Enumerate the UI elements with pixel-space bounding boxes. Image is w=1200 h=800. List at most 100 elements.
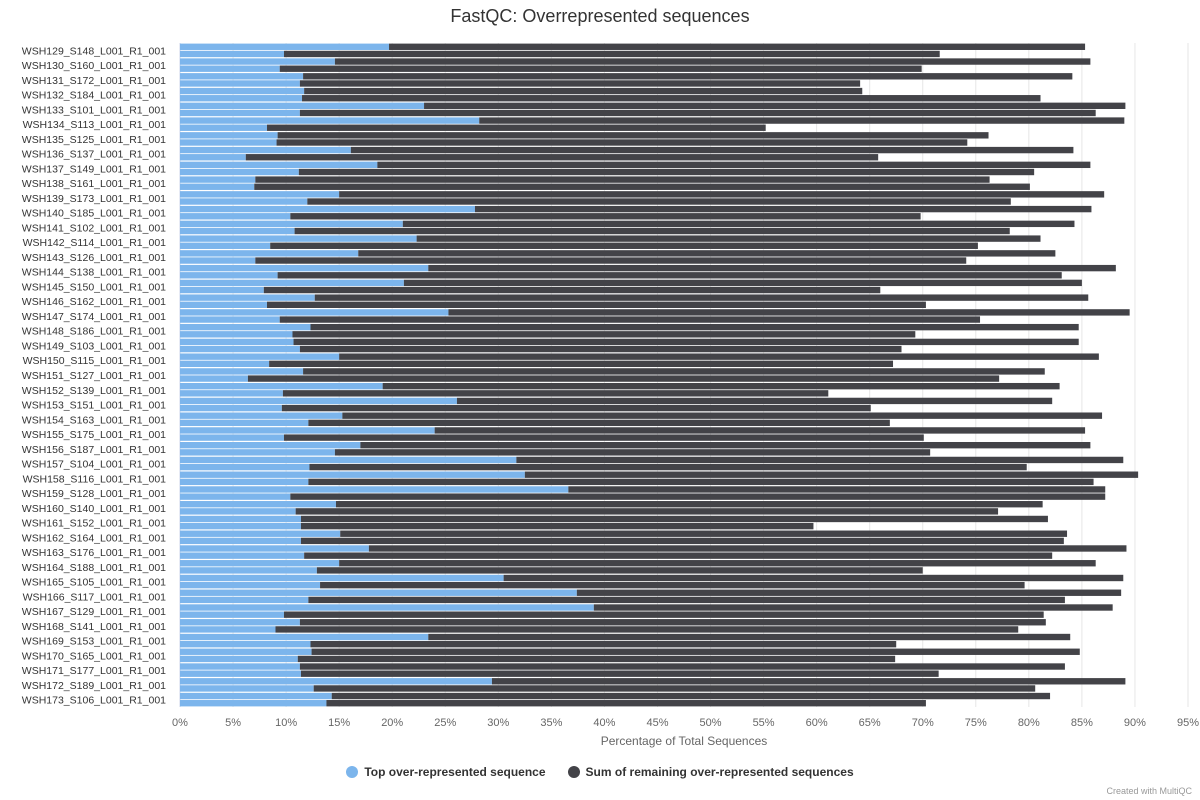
bar-remaining-sequences (255, 176, 990, 183)
bar-top-sequence (180, 641, 311, 648)
bar-top-sequence (180, 117, 480, 124)
bar-remaining-sequences (300, 515, 1048, 523)
y-category-label: WSH156_S187_L001_R1_001 (22, 444, 166, 456)
legend: Top over-represented sequence Sum of rem… (0, 765, 1200, 779)
legend-item-top[interactable]: Top over-represented sequence (346, 765, 546, 779)
bar-top-sequence (180, 560, 340, 567)
bar-top-sequence (180, 427, 435, 434)
bar-remaining-sequences (276, 139, 968, 146)
bar-remaining-sequences (334, 58, 1091, 65)
bar-top-sequence (180, 456, 517, 464)
bar-top-sequence (180, 368, 304, 375)
bar-top-sequence (180, 633, 429, 641)
bar-remaining-sequences (281, 404, 871, 412)
y-category-label: WSH140_S185_L001_R1_001 (22, 208, 166, 220)
bar-top-sequence (180, 309, 449, 316)
bar-remaining-sequences (283, 611, 1044, 618)
y-category-label: WSH167_S129_L001_R1_001 (22, 606, 166, 618)
bar-top-sequence (180, 412, 343, 419)
bar-remaining-sequences (524, 471, 1139, 478)
bar-top-sequence (180, 323, 311, 331)
y-category-label: WSH134_S113_L001_R1_001 (23, 119, 167, 131)
bar-remaining-sequences (593, 604, 1113, 611)
x-tick-label: 95% (1177, 717, 1199, 729)
bar-remaining-sequences (320, 581, 1025, 589)
bar-top-sequence (180, 545, 369, 552)
bar-remaining-sequences (303, 73, 1073, 80)
bar-top-sequence (180, 611, 284, 618)
bar-top-sequence (180, 419, 309, 427)
bar-remaining-sequences (516, 456, 1124, 464)
bar-remaining-sequences (416, 235, 1041, 242)
bar-remaining-sequences (368, 545, 1127, 552)
bar-remaining-sequences (316, 567, 923, 574)
bar-remaining-sequences (269, 360, 894, 368)
bar-top-sequence (180, 648, 312, 655)
bar-remaining-sequences (335, 501, 1043, 508)
y-category-label: WSH149_S103_L001_R1_001 (22, 340, 166, 352)
bar-remaining-sequences (307, 198, 1011, 205)
bar-remaining-sequences (576, 589, 1122, 596)
bar-remaining-sequences (282, 390, 829, 397)
x-tick-label: 5% (225, 717, 241, 729)
bar-remaining-sequences (339, 191, 1105, 198)
y-category-label: WSH158_S116_L001_R1_001 (23, 473, 167, 485)
bar-top-sequence (180, 604, 594, 611)
y-category-label: WSH171_S177_L001_R1_001 (22, 665, 166, 677)
y-category-label: WSH130_S160_L001_R1_001 (22, 60, 166, 72)
bar-top-sequence (180, 390, 283, 397)
bar-remaining-sequences (314, 294, 1089, 301)
bar-top-sequence (180, 87, 305, 95)
x-tick-label: 30% (487, 717, 509, 729)
bar-top-sequence (180, 146, 351, 154)
bar-top-sequence (180, 80, 300, 87)
legend-label-remaining: Sum of remaining over-represented sequen… (585, 765, 854, 779)
bar-top-sequence (180, 301, 268, 308)
bar-remaining-sequences (290, 213, 921, 220)
bar-top-sequence (180, 360, 270, 368)
y-category-label: WSH152_S139_L001_R1_001 (22, 385, 166, 397)
x-tick-label: 35% (540, 717, 562, 729)
bar-remaining-sequences (382, 382, 1060, 390)
y-category-label: WSH164_S188_L001_R1_001 (22, 562, 166, 574)
bar-remaining-sequences (299, 345, 902, 353)
bar-top-sequence (180, 700, 327, 707)
bar-top-sequence (180, 404, 282, 412)
bar-remaining-sequences (270, 242, 978, 249)
bar-remaining-sequences (283, 434, 924, 441)
bar-top-sequence (180, 124, 268, 131)
bar-remaining-sequences (389, 43, 1086, 50)
y-category-label: WSH146_S162_L001_R1_001 (22, 296, 166, 308)
bar-remaining-sequences (304, 552, 1053, 559)
y-category-label: WSH162_S164_L001_R1_001 (22, 532, 166, 544)
bar-top-sequence (180, 183, 255, 190)
bar-top-sequence (180, 102, 425, 109)
bar-remaining-sequences (350, 146, 1074, 154)
bar-top-sequence (180, 338, 294, 346)
x-tick-label: 15% (328, 717, 350, 729)
x-tick-label: 90% (1124, 717, 1146, 729)
bar-remaining-sequences (568, 486, 1106, 493)
bar-top-sequence (180, 58, 335, 65)
credit-link[interactable]: Created with MultiQC (1106, 786, 1192, 796)
y-category-label: WSH157_S104_L001_R1_001 (22, 459, 166, 471)
bar-top-sequence (180, 242, 271, 249)
legend-item-remaining[interactable]: Sum of remaining over-represented sequen… (567, 765, 854, 779)
y-category-label: WSH138_S161_L001_R1_001 (22, 178, 166, 190)
y-category-label: WSH168_S141_L001_R1_001 (22, 621, 166, 633)
y-category-label: WSH136_S137_L001_R1_001 (22, 149, 166, 161)
bar-top-sequence (180, 168, 299, 176)
bar-remaining-sequences (283, 50, 940, 58)
bar-top-sequence (180, 574, 504, 582)
bar-remaining-sequences (300, 522, 814, 530)
bar-remaining-sequences (308, 478, 1094, 486)
bar-remaining-sequences (340, 530, 1068, 537)
y-category-label: WSH163_S176_L001_R1_001 (22, 547, 166, 559)
bar-remaining-sequences (310, 641, 897, 648)
bar-remaining-sequences (311, 648, 1080, 655)
bar-remaining-sequences (293, 338, 1079, 346)
y-category-label: WSH133_S101_L001_R1_001 (22, 104, 166, 116)
bar-top-sequence (180, 198, 308, 205)
bar-top-sequence (180, 515, 301, 523)
x-tick-label: 25% (434, 717, 456, 729)
